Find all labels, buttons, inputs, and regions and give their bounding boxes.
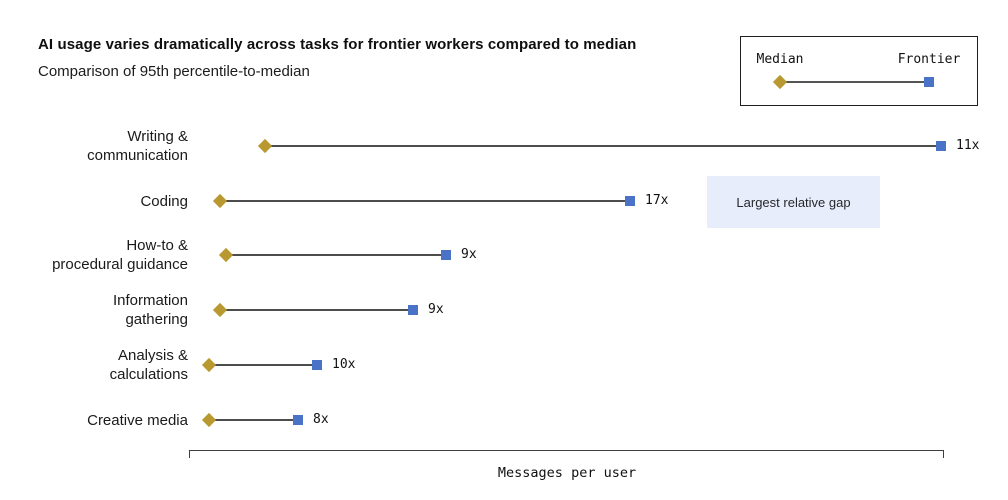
category-label: Writing & communication (87, 128, 188, 164)
ratio-value-label: 10x (332, 357, 356, 372)
frontier-marker-square-icon (441, 250, 451, 260)
chart-title: AI usage varies dramatically across task… (38, 36, 637, 53)
category-label: Creative media (87, 411, 188, 429)
median-marker-diamond-icon (201, 357, 217, 373)
legend-frontier-label: Frontier (897, 52, 961, 67)
category-label: Coding (140, 192, 188, 210)
median-marker-diamond-icon (218, 247, 234, 263)
ratio-value-label: 9x (461, 247, 477, 262)
legend: Median Frontier (740, 36, 978, 106)
x-axis-bracket (189, 450, 944, 458)
ratio-value-label: 9x (428, 302, 444, 317)
ratio-value-label: 11x (956, 138, 980, 153)
chart-subtitle: Comparison of 95th percentile-to-median (38, 63, 310, 80)
category-label: How-to & procedural guidance (52, 237, 188, 273)
dumbbell-connector (226, 254, 446, 256)
median-diamond-icon (772, 74, 788, 90)
dumbbell-connector (220, 309, 413, 311)
frontier-square-icon (924, 77, 934, 87)
median-marker-diamond-icon (257, 138, 273, 154)
frontier-marker-square-icon (312, 360, 322, 370)
dumbbell-connector (265, 145, 941, 147)
median-marker-diamond-icon (212, 302, 228, 318)
frontier-marker-square-icon (625, 196, 635, 206)
dumbbell-connector (209, 364, 317, 366)
ratio-value-label: 17x (645, 193, 669, 208)
category-label: Analysis & calculations (109, 347, 188, 383)
legend-median-label: Median (756, 52, 804, 67)
annotation-largest-gap: Largest relative gap (707, 176, 880, 228)
dumbbell-connector (209, 419, 298, 421)
x-axis-label: Messages per user (497, 465, 637, 481)
median-marker-diamond-icon (212, 193, 228, 209)
category-label: Information gathering (112, 292, 188, 328)
dumbbell-connector (220, 200, 630, 202)
ratio-value-label: 8x (313, 412, 329, 427)
legend-connector-line (780, 81, 929, 83)
median-marker-diamond-icon (201, 412, 217, 428)
frontier-marker-square-icon (936, 141, 946, 151)
frontier-marker-square-icon (293, 415, 303, 425)
frontier-marker-square-icon (408, 305, 418, 315)
